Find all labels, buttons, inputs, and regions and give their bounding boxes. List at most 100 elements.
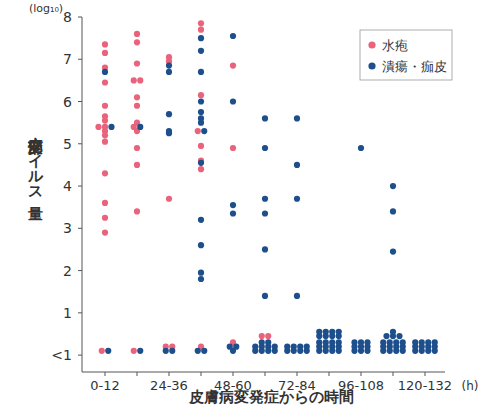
legend-label: 水疱 (382, 38, 408, 53)
data-point (390, 208, 396, 214)
data-point (102, 103, 108, 109)
y-axis-label: 病変部ウイルス量 (26, 126, 45, 194)
data-point (230, 98, 236, 104)
data-point (380, 339, 386, 345)
data-point (262, 145, 268, 151)
y-unit: (log₁₀) (29, 2, 63, 15)
data-point (102, 200, 108, 206)
data-point (198, 98, 204, 104)
data-point (134, 103, 140, 109)
data-point (134, 162, 140, 168)
data-point (134, 208, 140, 214)
y-tick (78, 143, 82, 144)
legend-marker (368, 62, 375, 69)
data-point (262, 115, 268, 121)
data-point (198, 109, 204, 115)
x-axis-line (82, 372, 445, 373)
data-point (198, 27, 204, 33)
x-tick (393, 372, 394, 376)
data-point (105, 348, 111, 354)
data-point (336, 339, 342, 345)
x-tick (361, 372, 362, 376)
data-point (329, 329, 335, 335)
x-axis-label: 皮膚病変発症からの時間 (188, 388, 354, 406)
x-unit: (h) (462, 379, 479, 393)
x-tick (265, 372, 266, 376)
data-point (230, 210, 236, 216)
x-tick-label: 24-36 (150, 378, 188, 393)
legend: 水疱潰瘍・痂皮 (360, 30, 452, 80)
data-point (262, 293, 268, 299)
data-point (425, 339, 431, 345)
data-point (102, 170, 108, 176)
data-point (134, 60, 140, 66)
data-point (252, 344, 258, 350)
y-tick-label: <1 (51, 347, 72, 363)
data-point (137, 348, 143, 354)
data-point (304, 344, 310, 350)
data-point (201, 348, 207, 354)
legend-label: 潰瘍・痂皮 (382, 59, 447, 74)
data-point (201, 128, 207, 134)
data-point (166, 69, 172, 75)
data-point (358, 339, 364, 345)
data-point (265, 333, 271, 339)
data-point (419, 339, 425, 345)
y-tick (78, 17, 82, 18)
data-point (198, 270, 204, 276)
data-point (316, 339, 322, 345)
data-point (262, 196, 268, 202)
data-point (358, 145, 364, 151)
data-point (102, 69, 108, 75)
data-point (390, 183, 396, 189)
y-tick (78, 59, 82, 60)
data-point (163, 348, 169, 354)
legend-box (360, 30, 452, 80)
data-point (294, 196, 300, 202)
data-point (198, 143, 204, 149)
data-point (259, 339, 265, 345)
data-point (198, 35, 204, 41)
data-point (169, 348, 175, 354)
y-tick-label: 3 (63, 220, 72, 236)
legend-marker (368, 41, 375, 48)
data-point (102, 229, 108, 235)
y-axis-line (82, 17, 83, 372)
data-point (329, 339, 335, 345)
x-tick (329, 372, 330, 376)
data-point (198, 276, 204, 282)
data-point (230, 202, 236, 208)
data-point (198, 166, 204, 172)
x-tick-label: 0-12 (90, 378, 120, 393)
x-tick (297, 372, 298, 376)
data-point (390, 329, 396, 335)
data-point (137, 77, 143, 83)
data-point (198, 20, 204, 26)
data-point (383, 333, 389, 339)
x-tick (425, 372, 426, 376)
data-point (102, 215, 108, 221)
data-point (316, 329, 322, 335)
data-point (387, 339, 393, 345)
x-tick (105, 372, 106, 376)
data-point (108, 124, 114, 130)
data-point (272, 344, 278, 350)
y-tick-label: 1 (63, 305, 72, 321)
data-point (364, 339, 370, 345)
y-tick (78, 355, 82, 356)
data-point (198, 242, 204, 248)
data-point (95, 124, 101, 130)
x-tick-label: 120-132 (398, 378, 452, 393)
data-point (230, 33, 236, 39)
y-tick-label: 4 (63, 178, 72, 194)
data-point (198, 92, 204, 98)
data-point (131, 348, 137, 354)
data-point (195, 348, 201, 354)
data-point (336, 329, 342, 335)
data-point (230, 145, 236, 151)
y-tick (78, 270, 82, 271)
data-point (262, 210, 268, 216)
data-point (102, 132, 108, 138)
data-point (233, 344, 239, 350)
data-point (102, 50, 108, 56)
